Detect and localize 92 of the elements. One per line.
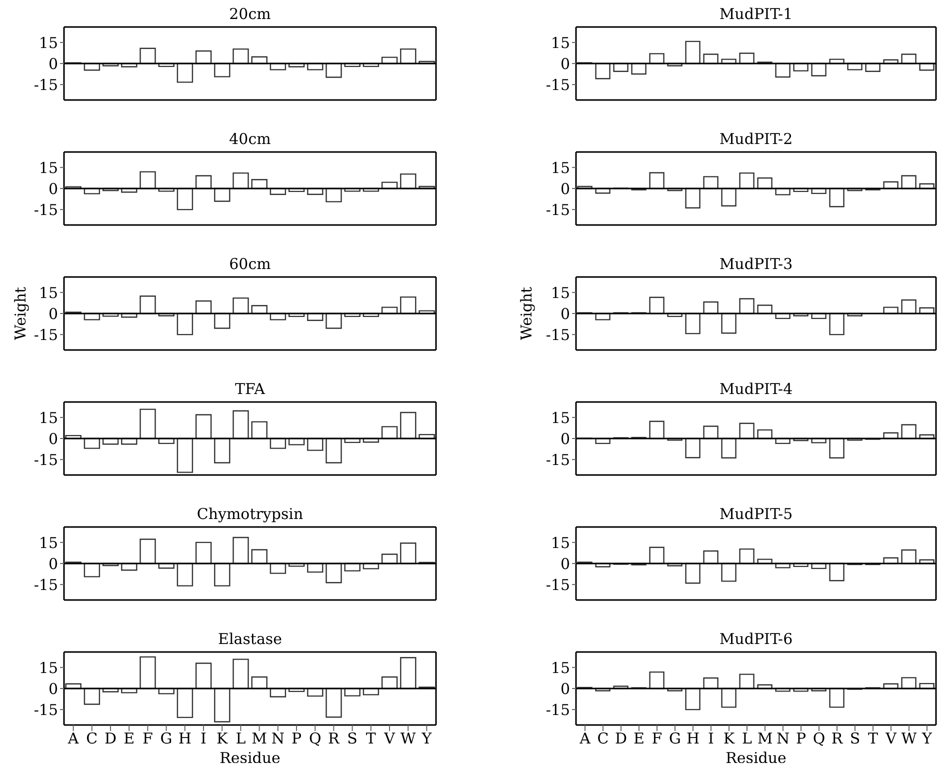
chart-title: MudPIT-4 — [718, 379, 794, 399]
y-tick-label: -15 — [34, 450, 58, 469]
x-tick-label: S — [347, 730, 358, 748]
x-tick-label: W — [400, 730, 416, 748]
y-tick-label: -15 — [546, 700, 570, 719]
y-tick-label: 0 — [48, 304, 58, 323]
x-tick-label: M — [252, 730, 267, 748]
x-tick-label: M — [757, 730, 773, 748]
x-tick-label: C — [86, 730, 98, 748]
chart-title: Elastase — [217, 629, 283, 649]
x-tick-label: K — [216, 730, 228, 748]
x-tick-label: I — [200, 730, 207, 748]
y-tick-label: -15 — [546, 200, 570, 219]
y-tick-label: 0 — [560, 304, 570, 323]
x-tick-label: A — [578, 730, 591, 748]
x-tick-label: D — [104, 730, 117, 748]
x-tick-label: N — [271, 730, 284, 748]
x-tick-label: Y — [921, 730, 934, 748]
y-tick-label: 0 — [560, 180, 570, 198]
chart-title: 40cm — [228, 129, 272, 149]
x-tick-label: C — [597, 730, 609, 748]
x-tick-label: P — [796, 730, 806, 748]
x-tick-label: G — [669, 730, 681, 748]
x-tick-label: Q — [812, 730, 826, 748]
y-tick-label: -15 — [546, 450, 570, 469]
y-tick-label: 0 — [560, 54, 570, 73]
x-tick-label: R — [831, 730, 844, 748]
x-tick-label: T — [366, 730, 376, 748]
x-tick-label: P — [291, 730, 302, 748]
y-tick-label: 15 — [550, 534, 570, 552]
y-tick-label: 0 — [48, 554, 58, 573]
y-tick-label: 0 — [560, 430, 570, 448]
y-tick-label: 15 — [550, 34, 570, 52]
x-tick-label: G — [160, 730, 172, 748]
y-tick-label: -15 — [34, 76, 58, 94]
chart-title: 60cm — [228, 254, 272, 274]
x-axis-title: Residue — [726, 749, 787, 765]
y-tick-label: -15 — [34, 700, 58, 719]
x-tick-label: T — [868, 730, 878, 748]
y-tick-label: 0 — [560, 680, 570, 698]
x-tick-label: V — [884, 730, 898, 748]
y-tick-label: -15 — [34, 326, 58, 344]
chart-title: Chymotrypsin — [196, 504, 304, 524]
x-tick-label: E — [124, 730, 135, 748]
y-tick-label: 0 — [560, 554, 570, 573]
x-tick-label: V — [383, 730, 396, 748]
y-tick-label: 15 — [38, 408, 58, 427]
x-tick-label: N — [776, 730, 790, 748]
chart-title: MudPIT-6 — [718, 629, 794, 649]
chart-title: TFA — [234, 379, 266, 399]
y-tick-label: -15 — [34, 200, 58, 219]
x-tick-label: W — [901, 730, 918, 748]
x-tick-label: H — [178, 730, 192, 748]
x-tick-label: R — [328, 730, 340, 748]
chart-title: MudPIT-3 — [718, 254, 794, 274]
y-tick-label: -15 — [34, 576, 58, 594]
y-tick-label: 0 — [48, 180, 58, 198]
y-axis-title: Weight — [11, 286, 30, 340]
x-tick-label: S — [850, 730, 860, 748]
x-tick-label: F — [142, 730, 153, 748]
y-tick-label: 15 — [38, 158, 58, 177]
y-axis-title: Weight — [517, 286, 536, 340]
y-tick-label: -15 — [546, 326, 570, 344]
x-tick-label: Y — [420, 730, 433, 748]
y-tick-label: 15 — [38, 284, 58, 302]
y-tick-label: 15 — [550, 158, 570, 177]
x-tick-label: F — [652, 730, 662, 748]
x-tick-label: I — [708, 730, 714, 748]
chart-title: MudPIT-1 — [718, 4, 794, 24]
chart-title: 20cm — [228, 4, 272, 24]
y-tick-label: 15 — [38, 658, 58, 677]
y-tick-label: 15 — [550, 284, 570, 302]
x-tick-label: D — [614, 730, 628, 748]
x-tick-label: A — [66, 730, 79, 748]
y-tick-label: 0 — [48, 680, 58, 698]
y-tick-label: 15 — [550, 408, 570, 427]
x-tick-label: L — [236, 730, 246, 748]
x-tick-label: H — [686, 730, 700, 748]
y-tick-label: 0 — [48, 430, 58, 448]
chart-title: MudPIT-5 — [718, 504, 794, 524]
chart-title: MudPIT-2 — [718, 129, 794, 149]
y-tick-label: 15 — [38, 34, 58, 52]
x-tick-label: L — [742, 730, 752, 748]
y-tick-label: -15 — [546, 576, 570, 594]
x-tick-label: Q — [308, 730, 322, 748]
y-tick-label: 15 — [38, 534, 58, 552]
x-tick-label: E — [634, 730, 644, 748]
x-tick-label: K — [723, 730, 736, 748]
y-tick-label: 0 — [48, 54, 58, 73]
x-axis-title: Residue — [220, 749, 281, 765]
y-tick-label: -15 — [546, 76, 570, 94]
y-tick-label: 15 — [550, 658, 570, 677]
